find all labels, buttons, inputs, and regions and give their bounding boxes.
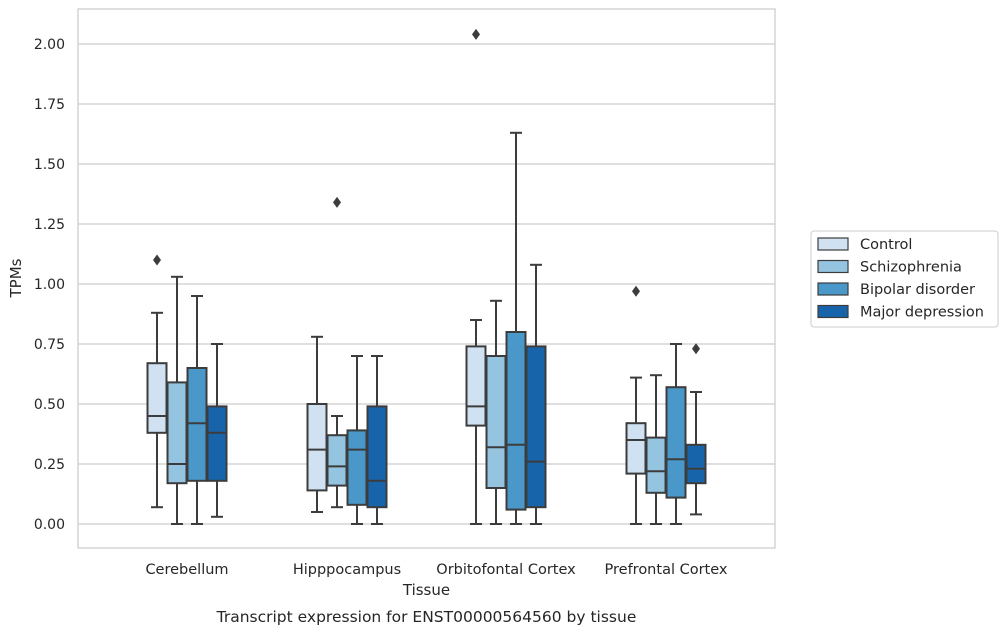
- outlier-point: [692, 343, 700, 355]
- box: [525, 345, 547, 509]
- x-tick-labels: Cerebellum Hipppocampus Orbitofontal Corte…: [145, 562, 727, 578]
- box: [306, 403, 328, 492]
- series-group: [206, 263, 707, 525]
- legend-label: Bipolar disorder: [860, 282, 975, 298]
- box: [465, 345, 487, 427]
- y-tick-label: 2.00: [34, 37, 65, 53]
- series-group: [186, 131, 687, 525]
- box: [206, 405, 228, 482]
- box: [485, 355, 507, 489]
- box: [625, 422, 647, 475]
- box: [366, 405, 388, 509]
- series-group: [166, 196, 667, 525]
- legend-swatch: [817, 304, 849, 319]
- box: [645, 436, 667, 494]
- y-tick-label: 1.25: [34, 217, 65, 233]
- legend-frame: [810, 230, 999, 328]
- outlier-point: [472, 28, 480, 40]
- box: [166, 381, 188, 485]
- outlier-point: [333, 196, 341, 208]
- outlier-point: [153, 254, 161, 266]
- box: [665, 386, 687, 499]
- y-tick-label: 1.50: [34, 157, 65, 173]
- x-tick-label: Prefrontal Cortex: [605, 562, 728, 578]
- x-axis-label: Tissue: [402, 581, 450, 599]
- legend-label: Major depression: [860, 305, 984, 321]
- x-tick-label: Hipppocampus: [293, 562, 401, 578]
- series-group: [146, 28, 647, 525]
- box-series: [146, 28, 707, 525]
- y-axis-label: TPMs: [7, 258, 25, 298]
- legend-swatch: [817, 282, 849, 296]
- box: [186, 367, 208, 482]
- legend-swatch: [817, 259, 849, 274]
- y-tick-label: 0.75: [34, 337, 65, 353]
- y-tick-label: 0.00: [34, 517, 65, 533]
- legend-label: Control: [860, 237, 912, 253]
- box: [505, 331, 527, 511]
- y-tick-label: 0.50: [34, 397, 65, 413]
- x-tick-label: Orbitofontal Cortex: [436, 562, 576, 578]
- y-tick-label: 1.75: [34, 97, 65, 113]
- legend: Control Schizophrenia Bipolar disorder Majo…: [810, 230, 999, 328]
- box: [146, 362, 168, 434]
- y-tick-label: 1.00: [34, 277, 65, 293]
- y-tick-labels: 0.00 0.25 0.50 0.75 1.00 1.25 1.50 1.75 2.00: [34, 37, 65, 533]
- box: [326, 434, 348, 487]
- legend-label: Schizophrenia: [860, 260, 962, 276]
- y-tick-label: 0.25: [34, 457, 65, 473]
- legend-swatch: [817, 237, 849, 251]
- chart-caption: Transcript expression for ENST0000056456…: [216, 608, 637, 626]
- x-tick-label: Cerebellum: [145, 562, 228, 578]
- plot-area-frame: [77, 8, 776, 549]
- box: [346, 429, 368, 506]
- box: [685, 443, 707, 485]
- outlier-point: [632, 285, 640, 297]
